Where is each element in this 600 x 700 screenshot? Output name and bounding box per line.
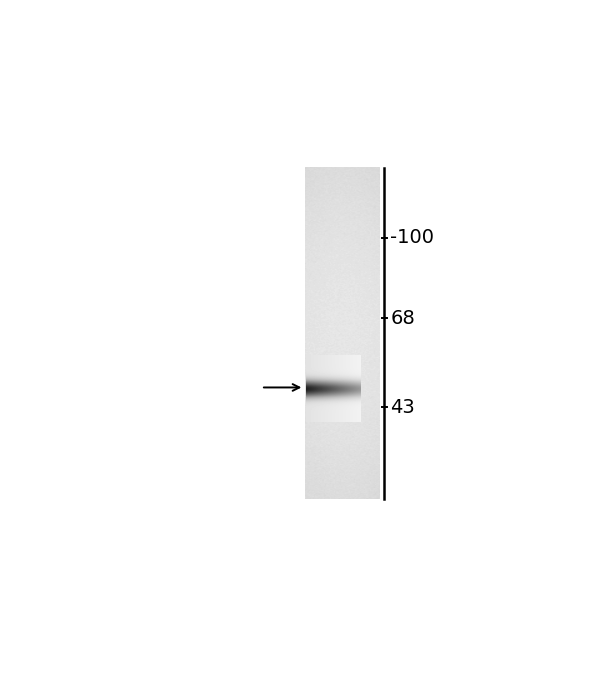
Text: -100: -100 [390,228,434,247]
Text: 43: 43 [390,398,415,417]
Text: 68: 68 [390,309,415,328]
